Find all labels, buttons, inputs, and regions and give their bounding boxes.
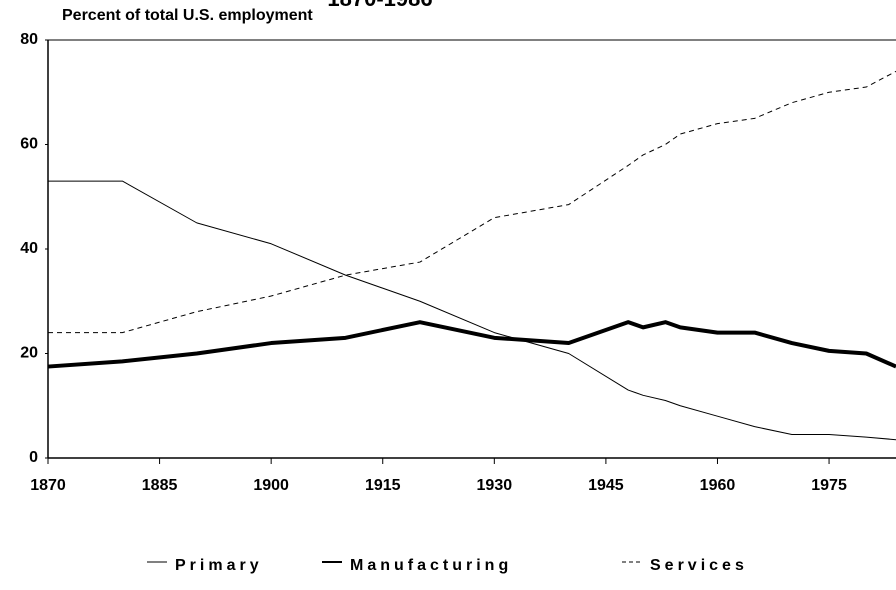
x-tick-label: 1960 [700,477,736,494]
legend-label: Services [650,557,748,574]
y-tick-label: 40 [20,240,38,257]
x-tick-label: 1900 [253,477,289,494]
y-tick-label: 0 [29,449,38,466]
y-tick-label: 60 [20,136,38,153]
y-tick-label: 80 [20,31,38,48]
x-tick-label: 1885 [142,477,178,494]
x-tick-label: 1975 [811,477,847,494]
x-tick-label: 1915 [365,477,401,494]
y-tick-label: 20 [20,345,38,362]
line-2 [48,70,896,334]
x-tick-label: 1870 [30,477,66,494]
line-0 [48,180,896,441]
legend-label: Manufacturing [350,557,512,574]
x-tick-label: 1945 [588,477,624,494]
line-1 [47,320,896,369]
chart-title: 1870-1986 [327,0,432,11]
y-axis-label: Percent of total U.S. employment [62,7,313,24]
x-tick-label: 1930 [477,477,513,494]
legend-label: Primary [175,557,263,574]
